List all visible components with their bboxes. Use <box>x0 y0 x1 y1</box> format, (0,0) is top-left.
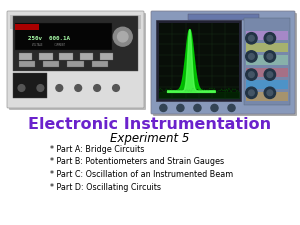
Text: 250v  000.1A: 250v 000.1A <box>28 36 70 41</box>
Bar <box>14 73 47 97</box>
Circle shape <box>113 27 132 46</box>
Bar <box>68 61 84 67</box>
Circle shape <box>18 85 25 91</box>
Circle shape <box>37 85 44 91</box>
Bar <box>19 53 32 59</box>
Circle shape <box>94 85 100 91</box>
Circle shape <box>211 104 218 112</box>
Bar <box>15 24 39 30</box>
Text: * Part A: Bridge Circuits: * Part A: Bridge Circuits <box>50 145 144 154</box>
Circle shape <box>246 33 257 44</box>
FancyBboxPatch shape <box>7 11 144 108</box>
Circle shape <box>267 90 273 96</box>
Bar <box>15 23 112 50</box>
Text: * Part C: Oscillation of an Instrumented Beam: * Part C: Oscillation of an Instrumented… <box>50 170 233 179</box>
Bar <box>246 31 288 40</box>
Circle shape <box>194 104 201 112</box>
FancyBboxPatch shape <box>9 13 146 110</box>
Bar <box>14 16 138 71</box>
Bar <box>246 92 288 101</box>
Text: * Part B: Potentiometers and Strain Gauges: * Part B: Potentiometers and Strain Gaug… <box>50 158 224 166</box>
Bar <box>59 53 73 59</box>
Bar <box>43 61 59 67</box>
FancyBboxPatch shape <box>151 11 295 114</box>
Circle shape <box>246 87 257 99</box>
Circle shape <box>56 85 63 91</box>
FancyBboxPatch shape <box>153 13 297 116</box>
Circle shape <box>264 33 275 44</box>
Circle shape <box>112 85 119 91</box>
Bar <box>246 80 288 89</box>
Circle shape <box>249 90 254 96</box>
Text: * Part D: Oscillating Circuits: * Part D: Oscillating Circuits <box>50 182 161 191</box>
Circle shape <box>246 69 257 80</box>
Bar <box>156 20 242 101</box>
Circle shape <box>177 104 184 112</box>
Bar <box>244 18 290 105</box>
Circle shape <box>160 104 167 112</box>
Circle shape <box>264 51 275 62</box>
Circle shape <box>267 54 273 59</box>
Circle shape <box>118 32 128 42</box>
Bar <box>100 53 113 59</box>
Bar <box>80 53 93 59</box>
Bar <box>159 23 238 98</box>
Bar <box>188 14 259 20</box>
Bar <box>246 43 288 52</box>
Bar <box>39 53 52 59</box>
Circle shape <box>249 72 254 77</box>
Bar <box>92 61 108 67</box>
Bar <box>10 15 141 29</box>
Circle shape <box>249 35 254 41</box>
Circle shape <box>228 104 235 112</box>
Circle shape <box>249 54 254 59</box>
Circle shape <box>264 69 275 80</box>
Bar <box>246 68 288 77</box>
Text: Electronic Instrumentation: Electronic Instrumentation <box>28 117 272 132</box>
Bar <box>246 55 288 65</box>
Text: VOLTAGE        CURRENT: VOLTAGE CURRENT <box>32 43 65 47</box>
Circle shape <box>267 35 273 41</box>
Circle shape <box>264 87 275 99</box>
Circle shape <box>246 51 257 62</box>
Bar <box>19 61 35 67</box>
Text: Experiment 5: Experiment 5 <box>110 132 190 145</box>
Circle shape <box>75 85 82 91</box>
Circle shape <box>267 72 273 77</box>
